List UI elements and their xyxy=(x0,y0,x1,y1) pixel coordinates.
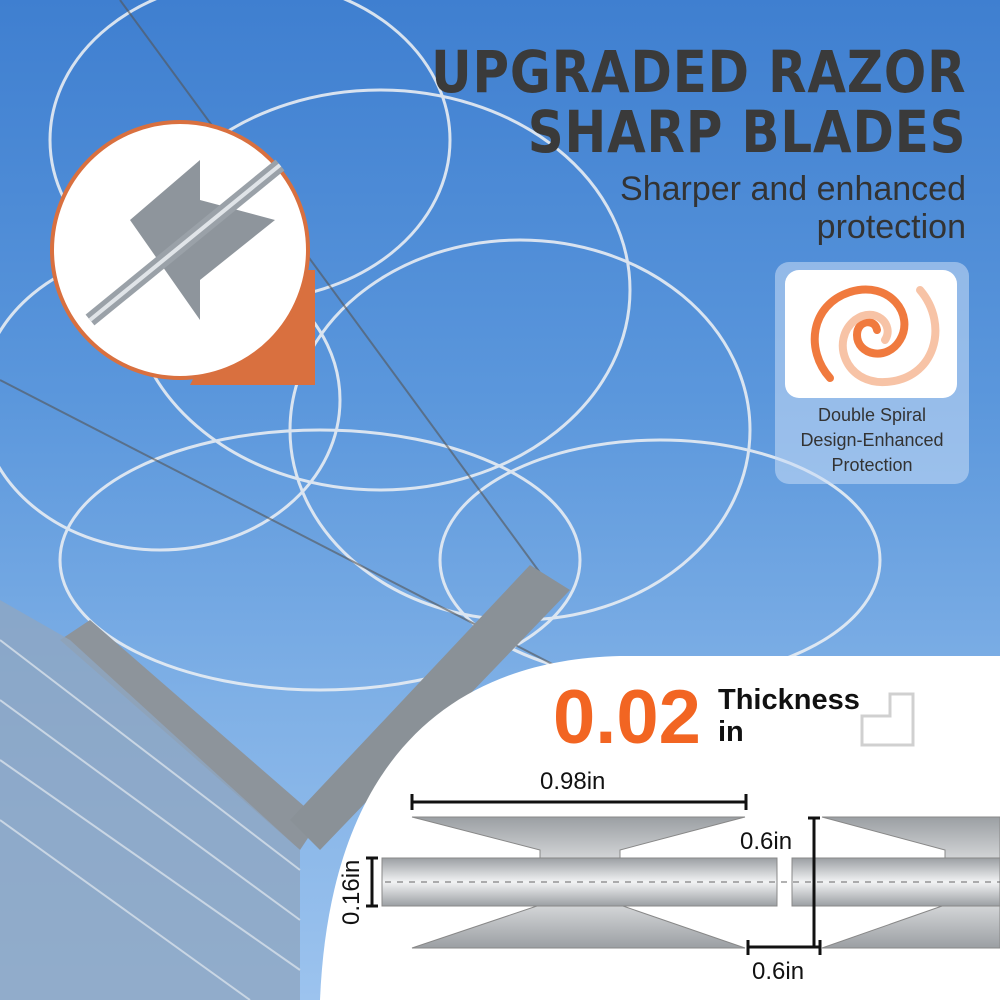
feature-caption-line: Design-Enhanced xyxy=(800,430,944,450)
wire-height-label: 0.16in xyxy=(338,859,365,925)
feature-caption-line: Double Spiral xyxy=(817,405,927,425)
subheadline: Sharper and enhanced protection xyxy=(620,170,966,246)
headline-line-1: UPGRADED RAZOR xyxy=(430,38,966,106)
blade-diagram xyxy=(381,816,1000,949)
blade-closeup-inset xyxy=(50,120,315,385)
subheadline-line-2: protection xyxy=(816,208,966,246)
blade-length-label: 0.98in xyxy=(540,768,606,795)
feature-card: Double Spiral Design-Enhanced Protection xyxy=(775,262,969,484)
thickness-unit: in xyxy=(718,716,744,748)
thickness-label: Thickness in xyxy=(718,684,860,748)
fence-post xyxy=(60,565,570,850)
dimension-lines xyxy=(366,794,822,955)
mesh-fence xyxy=(0,600,301,1000)
ruler-square-icon xyxy=(860,692,915,747)
thickness-value: 0.02 xyxy=(553,675,701,760)
subheadline-line-1: Sharper and enhanced xyxy=(620,170,966,208)
feature-caption-line: Protection xyxy=(831,455,913,475)
headline: UPGRADED RAZOR SHARP BLADES xyxy=(431,42,966,162)
double-spiral-icon xyxy=(810,285,940,387)
blade-gap-label: 0.6in xyxy=(752,958,805,985)
headline-line-2: SHARP BLADES xyxy=(527,98,966,166)
blade-height-label: 0.6in xyxy=(740,828,793,855)
thickness-label-text: Thickness xyxy=(718,684,860,716)
